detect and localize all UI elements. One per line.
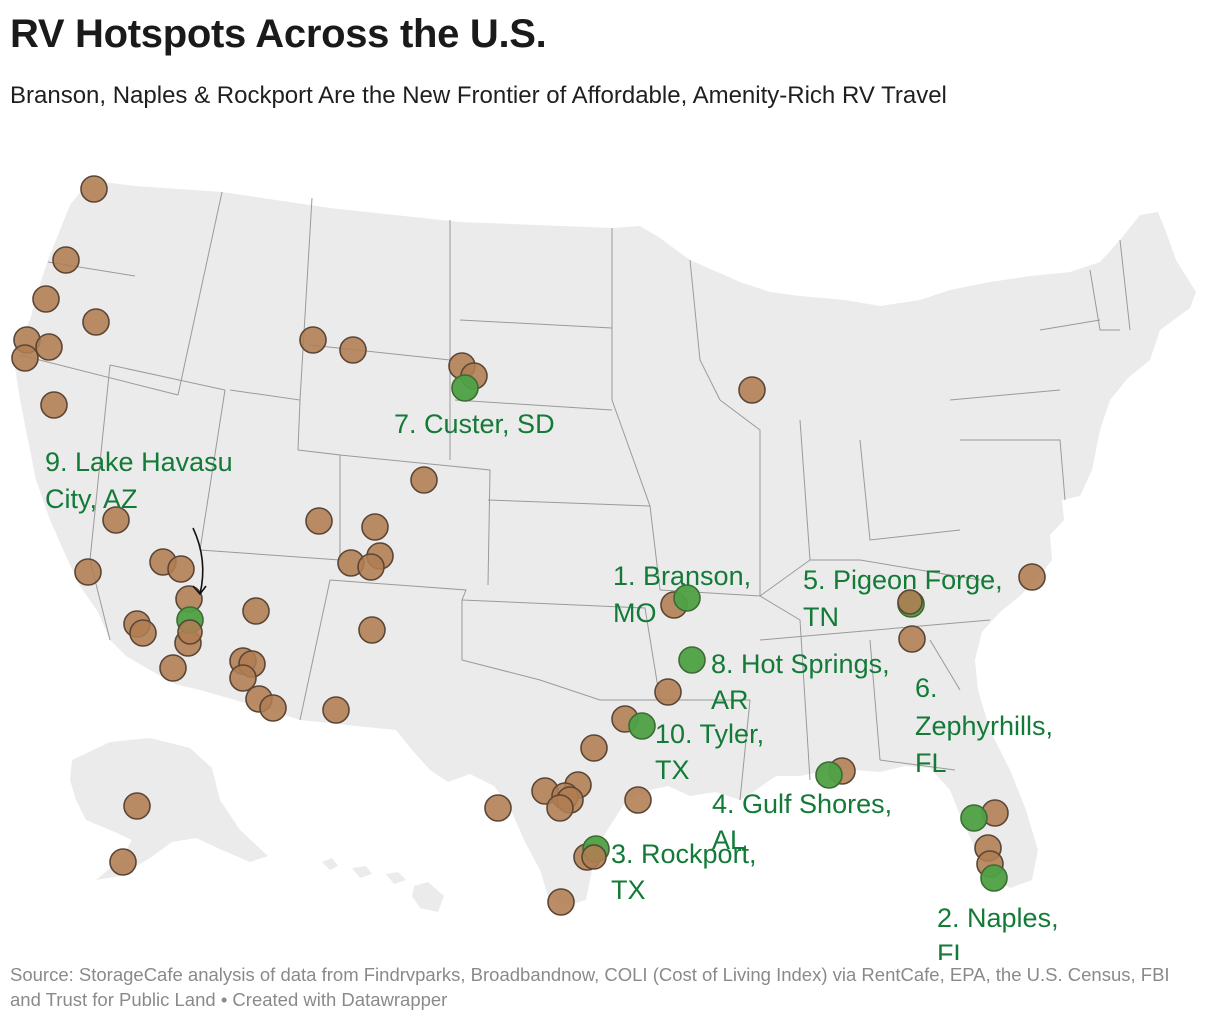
contiguous-us-shape	[14, 180, 1196, 906]
map-title: RV Hotspots Across the U.S.	[10, 12, 547, 56]
location-marker[interactable]	[11, 344, 39, 372]
location-marker[interactable]	[305, 507, 333, 535]
marker-naples-fl[interactable]	[980, 864, 1008, 892]
location-marker[interactable]	[898, 625, 926, 653]
location-marker[interactable]	[229, 664, 257, 692]
label-hot-springs-ar: 8. Hot Springs, AR	[711, 649, 897, 715]
location-marker[interactable]	[357, 553, 385, 581]
other-location-markers	[11, 175, 1046, 916]
location-marker[interactable]	[159, 654, 187, 682]
location-marker[interactable]	[624, 786, 652, 814]
location-marker[interactable]	[410, 466, 438, 494]
alaska-shape	[70, 738, 268, 880]
marker-hot-springs-ar[interactable]	[678, 646, 706, 674]
marker-tyler-tx[interactable]	[628, 712, 656, 740]
location-marker[interactable]	[74, 558, 102, 586]
location-marker[interactable]	[129, 619, 157, 647]
location-marker[interactable]	[167, 555, 195, 583]
lake-havasu-pointer	[192, 527, 207, 596]
location-marker[interactable]	[80, 175, 108, 203]
us-map	[14, 180, 1196, 912]
label-zephyrhills-fl: 6. Zephyrhills, FL	[915, 673, 1061, 778]
location-marker[interactable]	[40, 391, 68, 419]
marker-branson-mo[interactable]	[673, 584, 701, 612]
map-subtitle: Branson, Naples & Rockport Are the New F…	[10, 82, 947, 109]
location-marker[interactable]	[581, 844, 607, 870]
overlap-markers	[177, 589, 923, 870]
location-marker[interactable]	[580, 734, 608, 762]
label-custer-sd: 7. Custer, SD	[394, 409, 555, 439]
location-marker[interactable]	[35, 333, 63, 361]
location-marker[interactable]	[242, 597, 270, 625]
location-marker[interactable]	[361, 513, 389, 541]
marker-zephyrhills-fl[interactable]	[960, 804, 988, 832]
location-marker[interactable]	[82, 308, 110, 336]
location-marker[interactable]	[299, 326, 327, 354]
location-marker[interactable]	[1018, 563, 1046, 591]
location-marker[interactable]	[358, 616, 386, 644]
hawaii-shape	[322, 858, 444, 912]
location-marker[interactable]	[322, 696, 350, 724]
source-note: Source: StorageCafe analysis of data fro…	[10, 964, 1170, 1010]
location-marker[interactable]	[259, 694, 287, 722]
state-borders	[19, 191, 1131, 801]
label-tyler-tx: 10. Tyler, TX	[655, 719, 772, 785]
location-marker[interactable]	[738, 376, 766, 404]
marker-layer: 1. Branson, MO 2. Naples, FL 3. Rockport…	[11, 175, 1066, 960]
location-marker[interactable]	[177, 619, 203, 645]
location-marker[interactable]	[123, 792, 151, 820]
location-marker[interactable]	[339, 336, 367, 364]
top-ten-labels: 1. Branson, MO 2. Naples, FL 3. Rockport…	[45, 409, 1066, 960]
label-lake-havasu-az: 9. Lake Havasu City, AZ	[45, 447, 240, 514]
location-marker[interactable]	[52, 246, 80, 274]
label-rockport-tx: 3. Rockport, TX	[611, 839, 764, 905]
location-marker[interactable]	[32, 285, 60, 313]
label-branson-mo: 1. Branson, MO	[613, 561, 759, 628]
location-marker[interactable]	[109, 848, 137, 876]
location-marker[interactable]	[102, 506, 130, 534]
location-marker[interactable]	[546, 794, 574, 822]
label-naples-fl: 2. Naples, FL	[937, 903, 1066, 960]
location-marker[interactable]	[654, 678, 682, 706]
label-gulf-shores-al: 4. Gulf Shores, AL	[712, 789, 900, 855]
label-pigeon-forge-tn: 5. Pigeon Forge, TN	[803, 565, 1010, 632]
location-marker[interactable]	[897, 589, 923, 615]
location-marker[interactable]	[547, 888, 575, 916]
marker-custer-sd[interactable]	[451, 374, 479, 402]
marker-gulf-shores-al[interactable]	[815, 761, 843, 789]
location-marker[interactable]	[484, 794, 512, 822]
